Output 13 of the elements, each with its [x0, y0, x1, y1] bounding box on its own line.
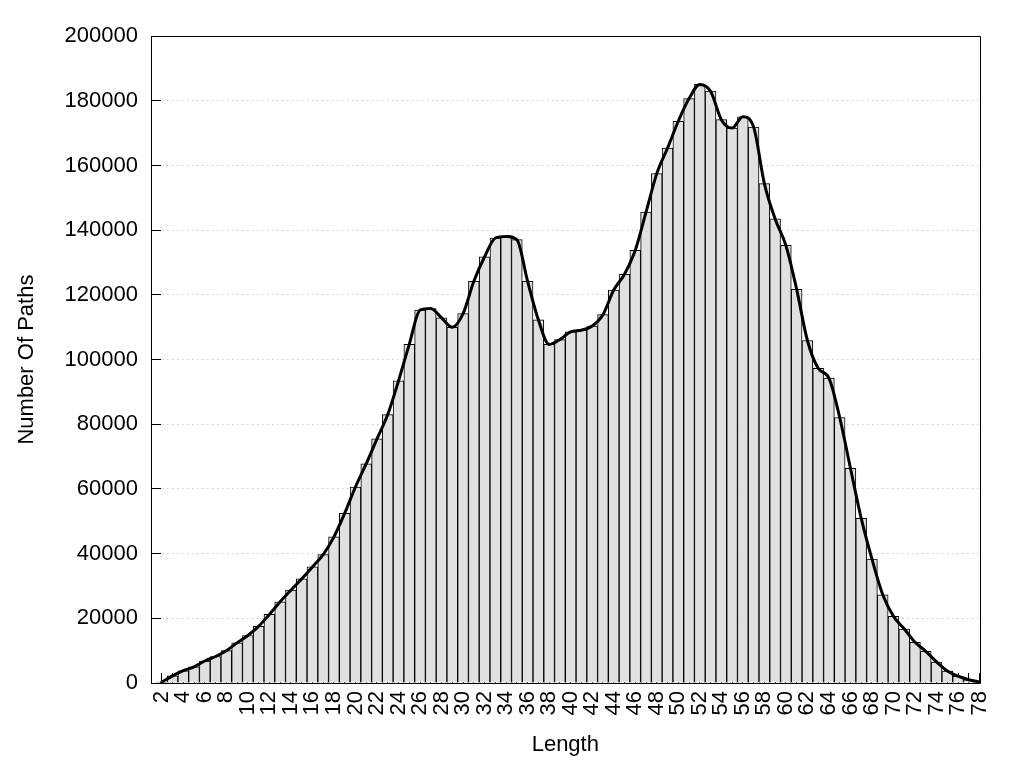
y-tick-label: 0 [125, 669, 138, 695]
y-tick-label: 120000 [64, 280, 138, 306]
y-tick-label: 20000 [76, 604, 138, 630]
y-tick-label: 100000 [64, 345, 138, 371]
y-axis-title: Number Of Paths [13, 274, 39, 445]
y-tick-label: 60000 [76, 475, 138, 501]
y-tick-label: 40000 [76, 539, 138, 565]
y-tick-label: 200000 [64, 22, 138, 48]
y-tick-label: 160000 [64, 151, 138, 177]
y-tick-label: 140000 [64, 216, 138, 242]
y-tick-label: 180000 [64, 86, 138, 112]
y-tick-label: 80000 [76, 410, 138, 436]
x-axis-title: Length [531, 730, 599, 756]
